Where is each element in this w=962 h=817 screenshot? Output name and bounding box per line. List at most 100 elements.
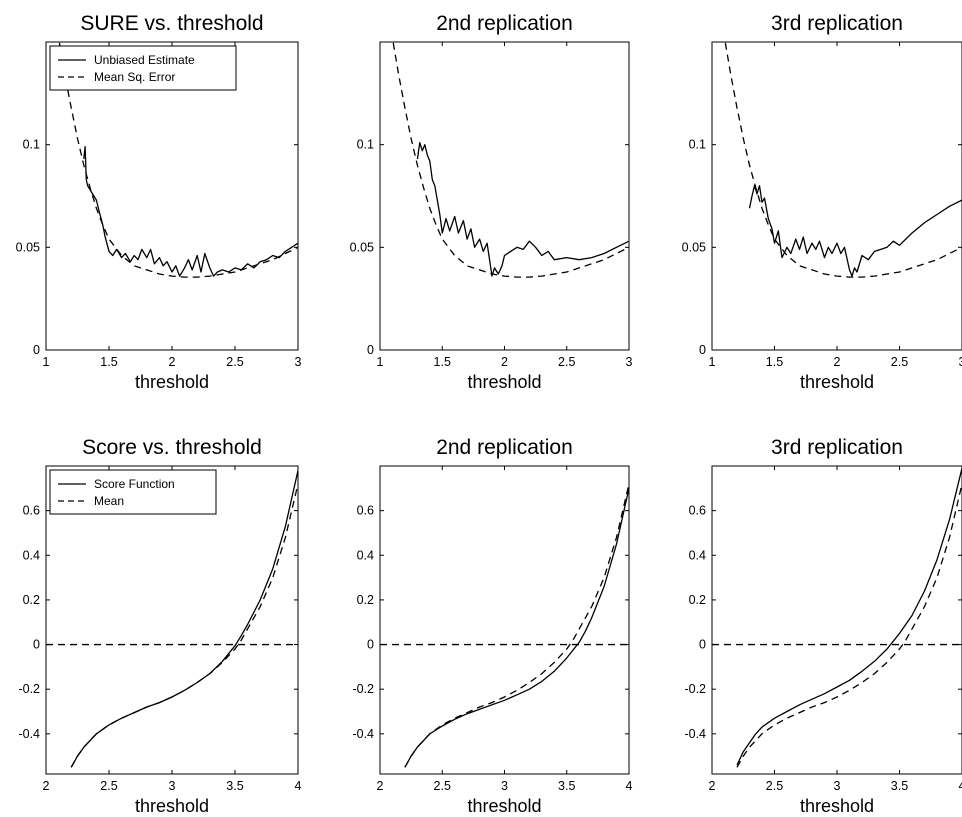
x-tick-label: 3 [959, 355, 962, 369]
solid-series-line [404, 488, 629, 768]
series-group [724, 42, 962, 278]
x-tick-label: 2.5 [226, 355, 243, 369]
y-tick-label: -0.4 [18, 727, 40, 741]
y-tick-label: 0.2 [357, 593, 374, 607]
series-group [70, 470, 298, 768]
y-tick-label: 0.6 [689, 504, 706, 518]
x-tick-label: 1 [709, 355, 716, 369]
x-axis-label: threshold [467, 372, 541, 392]
panel-4: Score vs. threshold threshold 2 2.5 3 3.5 4 -0.… [18, 436, 301, 816]
dashed-series-line [392, 42, 629, 278]
panel-6: 3rd replication threshold 2 2.5 3 3.5 4 -0.4 -0.… [684, 436, 962, 816]
axes-frame [711, 465, 962, 775]
y-tick-label: -0.2 [684, 682, 706, 696]
y-tick-label: 0.4 [357, 548, 374, 562]
x-tick-label: 1 [43, 355, 50, 369]
x-tick-label: 2 [709, 779, 716, 793]
x-axis-label: threshold [800, 372, 874, 392]
x-tick-label: 3 [626, 355, 633, 369]
axes-frame [45, 465, 299, 775]
legend-entry: Mean Sq. Error [94, 70, 175, 84]
x-tick-label: 1 [377, 355, 384, 369]
y-tick-label: 0.6 [357, 504, 374, 518]
y-tick-label: -0.4 [352, 727, 374, 741]
panel-title: 3rd replication [771, 12, 903, 35]
x-tick-label: 2.5 [558, 355, 575, 369]
y-tick-label: 0.1 [23, 138, 40, 152]
series-group [404, 483, 629, 768]
solid-series-line [736, 468, 962, 766]
y-tick-label: 0.1 [357, 138, 374, 152]
legend-entry: Mean [94, 494, 124, 508]
y-tick-label: 0.05 [16, 240, 40, 254]
y-tick-label: 0 [33, 343, 40, 357]
y-tick-label: -0.2 [352, 682, 374, 696]
x-tick-label: 3 [834, 779, 841, 793]
x-tick-label: 2 [834, 355, 841, 369]
panel-5: 2nd replication threshold 2 2.5 3 3.5 4 -0.4 -0.… [352, 436, 632, 816]
x-axis-label: threshold [135, 796, 209, 816]
y-tick-label: 0.4 [689, 548, 706, 562]
panel-title: SURE vs. threshold [80, 12, 263, 35]
y-tick-label: 0.05 [682, 240, 706, 254]
legend: Score Function Mean [49, 469, 217, 515]
x-tick-label: 3.5 [558, 779, 575, 793]
panel-1: SURE vs. threshold threshold 1 1.5 2 2.5 3 0 0.0… [16, 12, 302, 392]
x-tick-label: 2.5 [766, 779, 783, 793]
x-tick-label: 2.5 [100, 779, 117, 793]
solid-series-line [416, 141, 629, 277]
dashed-series-line [58, 42, 298, 278]
x-tick-label: 3.5 [226, 779, 243, 793]
x-tick-label: 4 [626, 779, 633, 793]
legend-entry: Unbiased Estimate [94, 53, 195, 67]
panel-2: 2nd replication threshold 1 1.5 2 2.5 3 0 0.05 0.… [350, 12, 633, 392]
y-tick-label: 0 [367, 343, 374, 357]
y-tick-label: -0.4 [684, 727, 706, 741]
x-tick-label: 1.5 [434, 355, 451, 369]
x-tick-label: 3 [169, 779, 176, 793]
x-tick-label: 2 [169, 355, 176, 369]
series-group [392, 42, 629, 278]
x-axis-label: threshold [467, 796, 541, 816]
y-tick-label: 0.2 [689, 593, 706, 607]
x-tick-label: 2 [501, 355, 508, 369]
x-tick-label: 4 [959, 779, 962, 793]
x-axis-label: threshold [135, 372, 209, 392]
axes-frame [379, 465, 630, 775]
dashed-series-line [404, 483, 629, 768]
legend-entry: Score Function [94, 477, 175, 491]
panel-title: 3rd replication [771, 436, 903, 459]
x-tick-label: 4 [295, 779, 302, 793]
x-tick-label: 1.5 [766, 355, 783, 369]
dashed-series-line [736, 483, 962, 768]
y-tick-label: 0.1 [689, 138, 706, 152]
x-tick-label: 1.5 [100, 355, 117, 369]
y-tick-label: -0.2 [18, 682, 40, 696]
x-tick-label: 3 [501, 779, 508, 793]
x-tick-label: 2.5 [434, 779, 451, 793]
legend-box [49, 469, 217, 515]
x-tick-label: 3.5 [891, 779, 908, 793]
y-tick-label: 0 [699, 638, 706, 652]
x-tick-label: 3 [295, 355, 302, 369]
panel-3: 3rd replication threshold 1 1.5 2 2.5 3 0 0.05 0.… [682, 12, 962, 392]
series-group [736, 468, 962, 768]
y-tick-label: 0.4 [23, 548, 40, 562]
x-tick-label: 2.5 [891, 355, 908, 369]
axes-frame [45, 41, 299, 351]
y-tick-label: 0.05 [350, 240, 374, 254]
y-tick-label: 0 [367, 638, 374, 652]
solid-series-line [70, 470, 298, 768]
y-tick-label: 0 [33, 638, 40, 652]
y-tick-label: 0.2 [23, 593, 40, 607]
axes-frame [711, 41, 962, 351]
axes-frame [379, 41, 630, 351]
series-group [58, 42, 298, 278]
panel-title: 2nd replication [436, 12, 573, 35]
x-tick-label: 2 [43, 779, 50, 793]
legend-box [49, 45, 237, 91]
panel-title: 2nd replication [436, 436, 573, 459]
y-tick-label: 0 [699, 343, 706, 357]
dashed-series-line [724, 42, 962, 278]
